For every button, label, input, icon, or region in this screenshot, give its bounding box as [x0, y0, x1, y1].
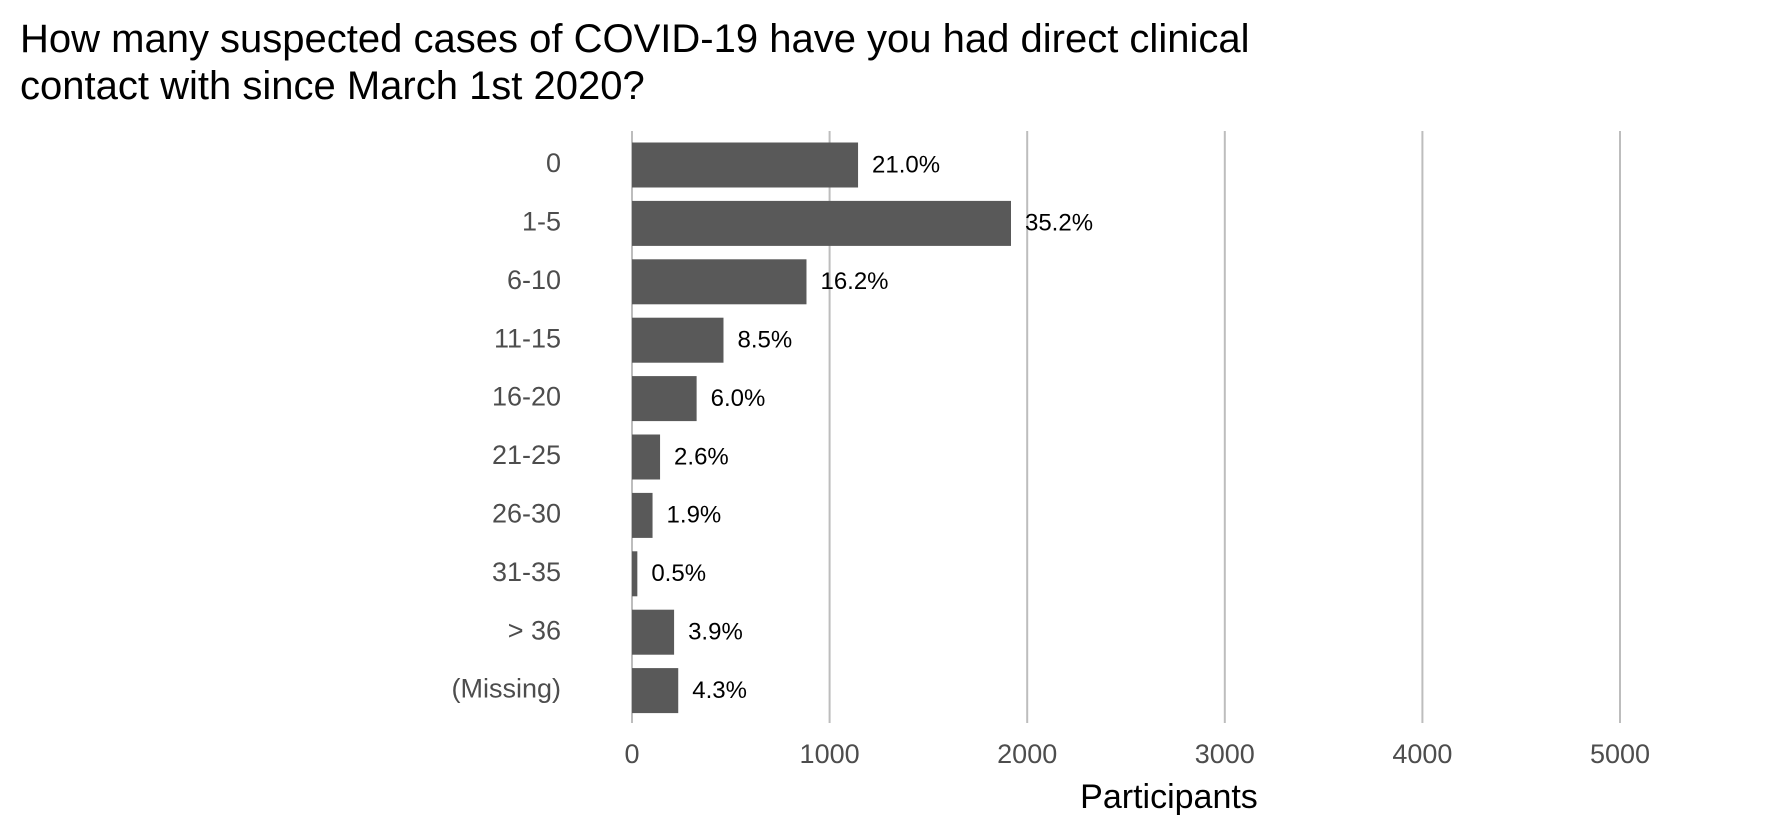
y-tick-label: 1-5 — [522, 207, 561, 237]
data-label: 16.2% — [820, 268, 888, 295]
bar — [632, 668, 679, 714]
data-label: 1.9% — [667, 502, 722, 529]
y-tick-label: 11-15 — [494, 323, 561, 353]
x-tick-label: 5000 — [1590, 739, 1650, 769]
y-tick-label: (Missing) — [451, 674, 561, 704]
bar — [632, 376, 697, 422]
y-tick-label: 21-25 — [492, 440, 561, 470]
x-tick-label: 0 — [624, 739, 639, 769]
data-label: 21.0% — [872, 151, 940, 178]
y-tick-label: 0 — [546, 148, 561, 178]
y-tick-label: > 36 — [508, 615, 561, 645]
data-label: 2.6% — [674, 443, 729, 470]
y-tick-label: 26-30 — [492, 499, 561, 529]
data-label: 8.5% — [737, 327, 792, 354]
chart-title: How many suspected cases of COVID-19 hav… — [20, 17, 1249, 61]
x-tick-label: 2000 — [997, 739, 1057, 769]
y-tick-label: 16-20 — [492, 382, 561, 412]
x-tick-label: 1000 — [800, 739, 860, 769]
bar — [632, 492, 653, 538]
bar — [632, 142, 859, 188]
x-axis-title: Participants — [1080, 778, 1258, 816]
bar — [632, 317, 724, 363]
bar — [632, 609, 675, 655]
x-tick-label: 3000 — [1195, 739, 1255, 769]
data-label: 0.5% — [651, 560, 706, 587]
y-tick-label: 6-10 — [507, 265, 561, 295]
data-label: 4.3% — [692, 677, 747, 704]
bar — [632, 200, 1011, 246]
y-tick-label: 31-35 — [492, 557, 561, 587]
data-label: 35.2% — [1025, 210, 1093, 237]
bar — [632, 259, 807, 305]
bar — [632, 551, 638, 597]
data-label: 3.9% — [688, 619, 743, 646]
data-label: 6.0% — [711, 385, 766, 412]
x-tick-label: 4000 — [1392, 739, 1452, 769]
chart-title: contact with since March 1st 2020? — [20, 64, 645, 108]
bar — [632, 434, 661, 480]
